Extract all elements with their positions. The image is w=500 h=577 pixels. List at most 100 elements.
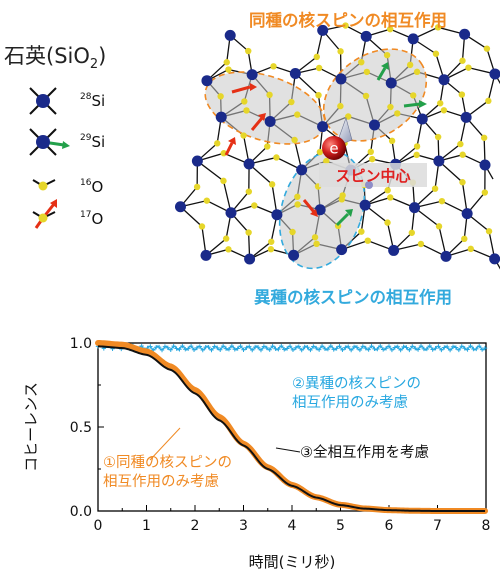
- oxygen-atom-icon: [225, 246, 232, 253]
- oxygen-atom-icon: [203, 197, 211, 204]
- series-point: [232, 347, 237, 352]
- series-point: [223, 346, 229, 351]
- silicon-atom-icon: [479, 159, 491, 171]
- series-point: [270, 343, 275, 349]
- oxygen-atom-icon: [225, 66, 232, 73]
- silicon-atom-icon: [335, 73, 347, 85]
- series-point: [468, 343, 473, 349]
- series-point: [447, 347, 453, 353]
- oxygen-atom-icon: [465, 64, 472, 71]
- si-o-bond: [180, 206, 207, 256]
- si-o-bond: [393, 207, 416, 251]
- series-point: [299, 347, 304, 353]
- series-point: [331, 347, 336, 352]
- spin-center-label-bg: [319, 163, 427, 187]
- series-point: [392, 345, 398, 350]
- series-point: [380, 347, 386, 352]
- oxygen-atom-icon: [413, 68, 421, 76]
- oxygen-atom-icon: [245, 188, 253, 195]
- series-point: [305, 345, 310, 350]
- legend-title: 石英(SiO2): [4, 44, 106, 72]
- series-point: [188, 343, 194, 349]
- series-point: [191, 347, 197, 352]
- series-point: [290, 347, 296, 353]
- x-tick-label: 1: [142, 518, 151, 534]
- o16-atom-icon: [38, 181, 48, 191]
- oxygen-atom-icon: [386, 25, 394, 33]
- series-point: [346, 344, 351, 349]
- atom-legend: 石英(SiO2) 28Si 29Si 16O: [4, 44, 106, 229]
- series-point: [430, 347, 435, 352]
- series-point: [250, 347, 255, 353]
- series-point: [183, 347, 188, 352]
- silicon-atom-icon: [359, 199, 371, 211]
- series-point: [209, 347, 214, 353]
- series-point: [293, 345, 299, 350]
- oxygen-atom-icon: [251, 202, 258, 209]
- si-o-bond: [364, 204, 395, 251]
- oxygen-atom-icon: [223, 59, 230, 66]
- oxygen-atom-icon: [434, 133, 442, 141]
- oxygen-atom-icon: [413, 143, 421, 150]
- silicon-atom-icon: [460, 111, 472, 123]
- si-o-bond: [445, 213, 468, 257]
- series-point: [410, 344, 415, 349]
- series-point: [238, 343, 243, 349]
- oxygen-atom-icon: [410, 92, 417, 99]
- x-tick-label: 2: [191, 518, 200, 534]
- series-point: [340, 347, 345, 353]
- series-point: [445, 344, 450, 350]
- silicon-atom-icon: [243, 158, 255, 170]
- oxygen-atom-icon: [291, 136, 298, 144]
- oxygen-atom-icon: [214, 140, 221, 147]
- annotation-leader: [149, 427, 181, 461]
- series-point: [328, 343, 333, 349]
- series-group: [95, 340, 489, 514]
- y-tick-label: 1.0: [70, 336, 92, 352]
- silicon-atom-icon: [244, 253, 256, 265]
- oxygen-atom-icon: [458, 91, 466, 98]
- oxygen-atom-icon: [438, 197, 446, 205]
- silicon-atom-icon: [224, 29, 236, 41]
- series-point: [459, 344, 464, 349]
- silicon-atom-icon: [200, 249, 212, 261]
- oxygen-atom-icon: [435, 223, 443, 230]
- series-point: [267, 347, 272, 352]
- oxygen-atom-icon: [358, 228, 365, 235]
- series-point: [220, 343, 226, 349]
- oxygen-atom-icon: [270, 63, 277, 70]
- series-1: [95, 342, 488, 353]
- spin-center: e スピン中心: [319, 117, 427, 189]
- series-point: [395, 344, 400, 349]
- electron-icon: [322, 136, 346, 160]
- silicon-atom-icon: [433, 155, 445, 167]
- series-point: [436, 344, 441, 349]
- series-point: [442, 345, 447, 350]
- series-point: [314, 345, 319, 351]
- oxygen-atom-icon: [459, 179, 466, 186]
- series-point: [398, 347, 403, 353]
- series-point: [229, 343, 235, 349]
- oxygen-atom-icon: [323, 157, 330, 165]
- oxygen-atom-icon: [294, 111, 301, 118]
- legend-o16: 16O: [32, 178, 103, 196]
- y-tick-label: 0.0: [70, 504, 92, 520]
- series-point: [418, 343, 424, 349]
- oxygen-atom-icon: [417, 240, 425, 248]
- oxygen-atom-icon: [483, 45, 491, 52]
- series-point: [375, 346, 380, 352]
- silicon-atom-icon: [409, 202, 421, 214]
- annotations: ②異種の核スピンの相互作用のみ考慮③全相互作用を考慮①同種の核スピンの相互作用の…: [103, 375, 429, 490]
- series-3: [97, 345, 486, 512]
- si-o-bond: [421, 118, 440, 162]
- oxygen-atom-icon: [294, 193, 301, 200]
- series-point: [348, 347, 354, 353]
- series-line: [97, 345, 486, 512]
- oxygen-atom-icon: [294, 201, 301, 208]
- oxygen-atom-icon: [264, 143, 271, 150]
- oxygen-atom-icon: [363, 68, 371, 76]
- series-point: [462, 346, 467, 351]
- series-point: [319, 343, 325, 349]
- x-tick-label: 5: [336, 518, 345, 534]
- silicon-atom-icon: [246, 69, 258, 81]
